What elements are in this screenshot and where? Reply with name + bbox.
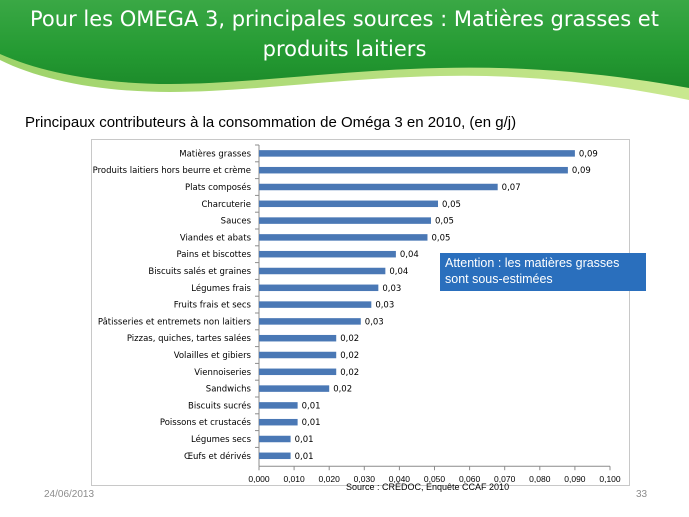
data-label: 0,05 [431, 233, 450, 243]
data-label: 0,01 [302, 401, 321, 411]
category-label: Matières grasses [179, 148, 251, 159]
x-tick-label: 0,100 [599, 474, 621, 484]
data-label: 0,09 [579, 149, 598, 159]
data-label: 0,04 [389, 267, 408, 277]
callout-line2: sont sous-estimées [445, 272, 553, 286]
data-label: 0,03 [375, 301, 394, 311]
category-label: Plats composés [185, 182, 252, 193]
data-label: 0,07 [502, 183, 521, 193]
x-tick-label: 0,040 [389, 474, 411, 484]
data-label: 0,05 [435, 217, 454, 227]
x-tick-label: 0,010 [283, 474, 305, 484]
data-label: 0,04 [400, 250, 419, 260]
category-label: Œufs et dérivés [184, 451, 252, 462]
bar [259, 385, 330, 392]
page-number: 33 [636, 489, 648, 500]
slide-title: Pour les OMEGA 3, principales sources : … [0, 4, 689, 64]
bar [259, 267, 386, 275]
x-tick-label: 0,060 [459, 474, 481, 484]
category-label: Produits laitiers hors beurre et crème [93, 165, 251, 176]
data-label: 0,02 [340, 368, 359, 378]
bar [259, 183, 498, 191]
bar [259, 334, 337, 342]
bar [259, 200, 439, 208]
category-label: Biscuits salés et graines [148, 266, 251, 277]
bar [259, 284, 379, 292]
data-label: 0,02 [340, 351, 359, 361]
bar-chart: 0,000 0,010 0,020 0,030 0,040 0,050 0,060 0,070… [93, 144, 621, 484]
category-label: Pains et biscottes [177, 250, 252, 260]
data-label: 0,01 [295, 435, 314, 445]
bar [259, 318, 361, 325]
bar [259, 150, 575, 157]
data-label: 0,01 [295, 452, 314, 462]
category-label: Viandes et abats [180, 233, 252, 243]
x-tick-label: 0,070 [494, 474, 516, 484]
x-tick-label: 0,050 [424, 474, 446, 484]
bar [259, 234, 428, 241]
category-label: Fruits frais et secs [174, 301, 252, 311]
category-label: Viennoiseries [194, 368, 251, 378]
chart-title: Principaux contributeurs à la consommati… [25, 114, 517, 131]
bar [259, 301, 372, 308]
bar [259, 435, 291, 443]
category-label: Pizzas, quiches, tartes salées [127, 333, 252, 344]
callout-line1: Attention : les matières grasses [445, 256, 620, 270]
category-label: Volailles et gibiers [174, 351, 252, 361]
category-label: Sauces [221, 217, 252, 227]
category-label: Charcuterie [201, 200, 251, 210]
data-label: 0,09 [572, 166, 591, 176]
category-label: Sandwichs [206, 385, 252, 395]
data-label: 0,02 [333, 385, 352, 395]
category-label: Légumes frais [191, 283, 251, 294]
x-tick-label: 0,090 [564, 474, 586, 484]
x-tick-label: 0,020 [319, 474, 341, 484]
category-label: Pâtisseries et entremets non laitiers [98, 317, 252, 327]
chart-container: 0,000 0,010 0,020 0,030 0,040 0,050 0,060 0,070… [91, 139, 630, 486]
bar [259, 351, 337, 359]
source-note: Source : CRÉDOC, Enquête CCAF 2010 [346, 482, 510, 492]
data-label: 0,03 [382, 284, 401, 294]
bar [259, 418, 298, 426]
bar [259, 368, 337, 376]
slide-date: 24/06/2013 [44, 489, 95, 500]
bar [259, 452, 291, 460]
data-label: 0,05 [442, 200, 461, 210]
x-tick-label: 0,030 [354, 474, 376, 484]
slide-title-line1: Pour les OMEGA 3, principales sources : … [30, 7, 659, 31]
data-label: 0,02 [340, 334, 359, 344]
data-label: 0,01 [302, 418, 321, 428]
bar [259, 250, 396, 258]
bar [259, 166, 568, 174]
attention-callout: Attention : les matières grasses sont so… [440, 253, 646, 291]
data-label: 0,03 [365, 317, 384, 327]
category-label: Biscuits sucrés [188, 400, 252, 411]
x-tick-label: 0,000 [248, 474, 270, 484]
bar [259, 217, 431, 224]
category-label: Légumes secs [191, 434, 252, 445]
bar [259, 402, 298, 409]
header-green-swoosh [0, 0, 689, 100]
category-label: Poissons et crustacés [160, 417, 252, 428]
slide-title-line2: produits laitiers [262, 37, 427, 61]
x-tick-label: 0,080 [529, 474, 551, 484]
